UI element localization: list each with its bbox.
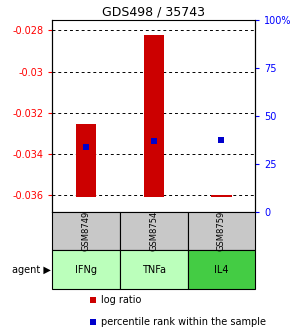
Title: GDS498 / 35743: GDS498 / 35743 — [102, 6, 205, 19]
Bar — [188, 250, 255, 289]
Text: percentile rank within the sample: percentile rank within the sample — [101, 317, 266, 327]
Text: GSM8754: GSM8754 — [149, 211, 158, 251]
Bar — [120, 250, 188, 289]
Text: agent ▶: agent ▶ — [12, 265, 51, 275]
Text: IFNg: IFNg — [75, 265, 97, 275]
Text: IL4: IL4 — [214, 265, 229, 275]
Bar — [52, 212, 120, 250]
Bar — [120, 212, 188, 250]
Text: GSM8759: GSM8759 — [217, 211, 226, 251]
Text: TNFa: TNFa — [142, 265, 166, 275]
Text: log ratio: log ratio — [101, 295, 141, 305]
Bar — [52, 250, 120, 289]
Bar — [144, 35, 164, 197]
Bar — [188, 212, 255, 250]
Bar — [211, 195, 231, 197]
Bar — [76, 124, 96, 197]
Text: GSM8749: GSM8749 — [81, 211, 90, 251]
